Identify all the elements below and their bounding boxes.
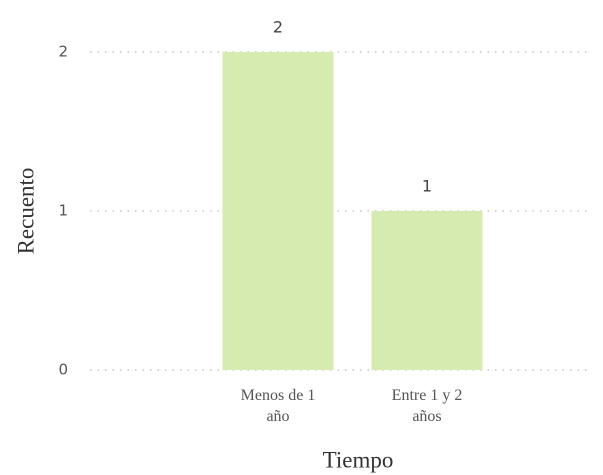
bar [371, 211, 483, 370]
bar [222, 52, 334, 370]
x-tick-label: Entre 1 y 2 años [391, 387, 463, 425]
y-tick-label: 1 [58, 202, 68, 220]
y-tick-label: 0 [58, 361, 68, 379]
x-axis-title: Tiempo [323, 447, 394, 472]
y-tick-label: 2 [58, 43, 68, 61]
x-tick-label-box: Entre 1 y 2 años [391, 387, 463, 425]
data-label: 2 [273, 18, 283, 37]
data-label: 1 [422, 177, 432, 196]
x-tick-label: Menos de 1 año [240, 387, 316, 425]
y-axis-title: Recuento [13, 168, 38, 255]
x-tick-label-box: Menos de 1 año [240, 387, 316, 425]
